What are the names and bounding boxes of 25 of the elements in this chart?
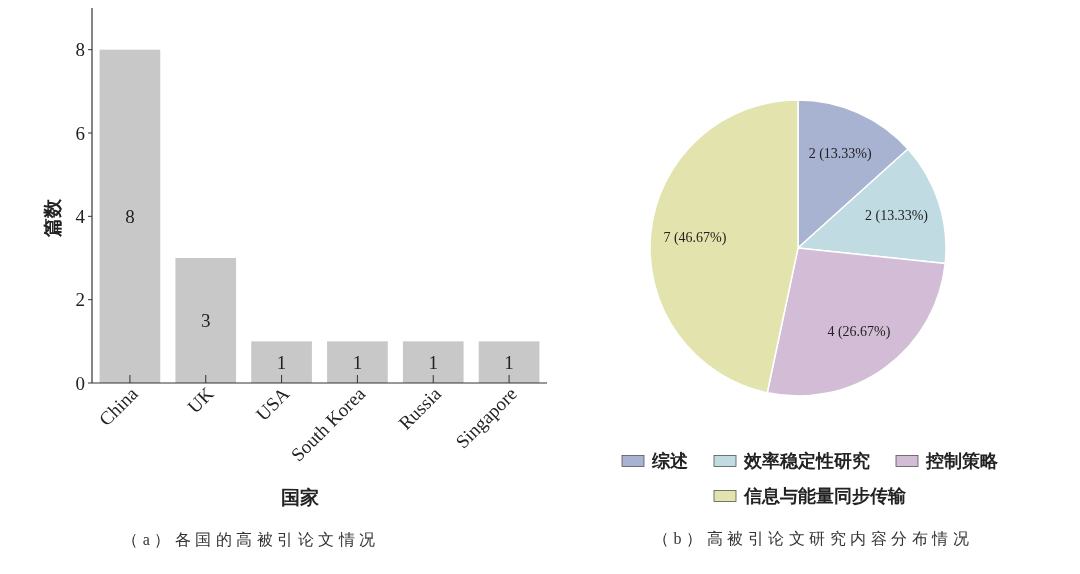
data-label: 8 <box>125 205 135 227</box>
x-label: 国家 <box>281 486 319 508</box>
data-label: 1 <box>276 351 287 373</box>
y-tick-label: 6 <box>75 122 85 144</box>
y-tick-label: 2 <box>75 289 85 311</box>
data-label: 7 (46.67%) <box>663 229 727 245</box>
x-tick-label: UK <box>183 383 218 418</box>
y-tick-label: 0 <box>75 372 85 394</box>
legend-label: 控制策略 <box>926 451 998 471</box>
data-label: 4 (26.67%) <box>827 324 891 340</box>
legend-label: 信息与能量同步传输 <box>744 486 906 506</box>
y-tick-label: 4 <box>75 205 85 227</box>
data-label: 2 (13.33%) <box>865 208 929 224</box>
caption: （a）各国的高被引论文情况 <box>122 530 380 548</box>
data-label: 3 <box>201 310 211 331</box>
data-label: 1 <box>504 351 514 373</box>
x-tick-label: USA <box>251 383 294 425</box>
y-tick-label: 8 <box>75 39 85 61</box>
data-label: 1 <box>352 351 363 373</box>
data-label: 1 <box>428 351 438 373</box>
caption: （b）高被引论文研究内容分布情况 <box>653 529 973 547</box>
legend-label: 效率稳定性研究 <box>744 451 870 471</box>
legend-label: 综述 <box>652 451 688 471</box>
data-label: 2 (13.33%) <box>808 145 872 161</box>
y-label: 篇数 <box>41 199 63 237</box>
